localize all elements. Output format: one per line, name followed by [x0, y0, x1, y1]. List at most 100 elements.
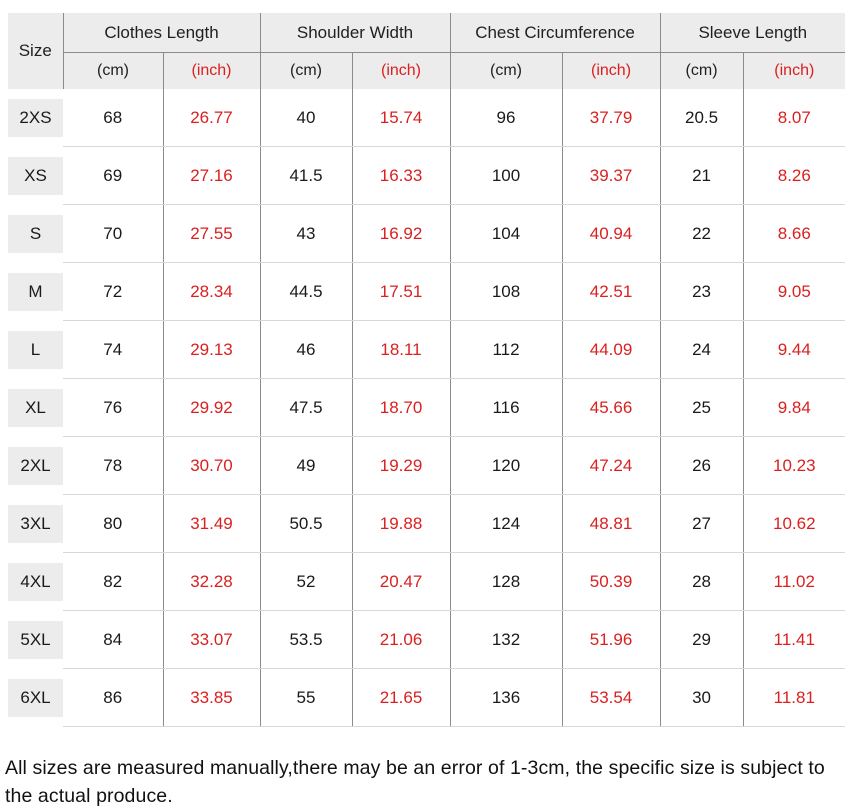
value-cell-cm: 24: [659, 320, 744, 379]
value-cell-inch: 48.81: [561, 494, 661, 553]
value-cell-cm: 74: [63, 320, 163, 379]
value-cell-cm: 124: [449, 494, 563, 553]
size-badge: S: [8, 214, 63, 253]
value-cell-inch: 33.07: [162, 610, 260, 669]
value-cell-cm: 47.5: [259, 378, 352, 437]
value-cell-cm: 116: [449, 378, 563, 437]
value-cell-cm: 27: [659, 494, 744, 553]
value-cell-inch: 30.70: [162, 436, 260, 495]
value-cell-cm: 78: [63, 436, 163, 495]
value-cell-inch: 37.79: [561, 89, 661, 147]
group-header-clothes-length: Clothes Length: [63, 13, 260, 53]
value-cell-inch: 21.06: [351, 610, 451, 669]
value-cell-inch: 27.55: [162, 204, 260, 263]
value-cell-inch: 18.11: [351, 320, 451, 379]
size-badge: 4XL: [8, 562, 63, 601]
size-badge: 6XL: [8, 678, 63, 717]
value-cell-inch: 11.02: [742, 552, 846, 611]
value-cell-inch: 8.66: [742, 204, 846, 263]
size-cell: 5XL: [8, 611, 63, 669]
table-row: 2XS 68 26.77 40 15.74 96 37.79 20.5 8.07: [8, 89, 846, 147]
table-row: L 74 29.13 46 18.11 112 44.09 24 9.44: [8, 320, 846, 379]
value-cell-inch: 31.49: [162, 494, 260, 553]
table-row: XL 76 29.92 47.5 18.70 116 45.66 25 9.84: [8, 378, 846, 437]
value-cell-inch: 42.51: [561, 262, 661, 321]
size-badge: M: [8, 272, 63, 311]
table-body: 2XS 68 26.77 40 15.74 96 37.79 20.5 8.07 XS 69 27.1…: [8, 89, 846, 727]
size-badge: 5XL: [8, 620, 63, 659]
value-cell-inch: 18.70: [351, 378, 451, 437]
value-cell-inch: 11.81: [742, 668, 846, 727]
value-cell-cm: 69: [63, 146, 163, 205]
unit-header-inch: (inch): [561, 52, 661, 89]
size-cell: M: [8, 263, 63, 321]
value-cell-inch: 8.26: [742, 146, 846, 205]
table-row: 4XL 82 32.28 52 20.47 128 50.39 28 11.02: [8, 552, 846, 611]
value-cell-cm: 86: [63, 668, 163, 727]
table-row: M 72 28.34 44.5 17.51 108 42.51 23 9.05: [8, 262, 846, 321]
size-badge: XS: [8, 156, 63, 195]
value-cell-inch: 21.65: [351, 668, 451, 727]
size-badge: 2XS: [8, 98, 63, 137]
value-cell-cm: 76: [63, 378, 163, 437]
unit-header-cm: (cm): [449, 52, 563, 89]
value-cell-inch: 9.44: [742, 320, 846, 379]
value-cell-cm: 82: [63, 552, 163, 611]
value-cell-cm: 28: [659, 552, 744, 611]
size-cell: S: [8, 205, 63, 263]
size-cell: L: [8, 321, 63, 379]
value-cell-cm: 49: [259, 436, 352, 495]
table-row: 3XL 80 31.49 50.5 19.88 124 48.81 27 10.62: [8, 494, 846, 553]
size-cell: 6XL: [8, 669, 63, 727]
value-cell-inch: 28.34: [162, 262, 260, 321]
value-cell-inch: 16.92: [351, 204, 451, 263]
table-row: S 70 27.55 43 16.92 104 40.94 22 8.66: [8, 204, 846, 263]
value-cell-cm: 96: [449, 89, 563, 147]
size-cell: 2XS: [8, 89, 63, 147]
value-cell-inch: 50.39: [561, 552, 661, 611]
size-badge: 2XL: [8, 446, 63, 485]
value-cell-inch: 19.29: [351, 436, 451, 495]
value-cell-cm: 128: [449, 552, 563, 611]
value-cell-inch: 29.92: [162, 378, 260, 437]
size-badge: 3XL: [8, 504, 63, 543]
value-cell-inch: 11.41: [742, 610, 846, 669]
value-cell-inch: 47.24: [561, 436, 661, 495]
value-cell-inch: 10.23: [742, 436, 846, 495]
unit-header-inch: (inch): [742, 52, 846, 89]
group-header-sleeve-length: Sleeve Length: [659, 13, 846, 53]
value-cell-cm: 68: [63, 89, 163, 147]
table-row: 5XL 84 33.07 53.5 21.06 132 51.96 29 11.41: [8, 610, 846, 669]
value-cell-cm: 26: [659, 436, 744, 495]
unit-header-cm: (cm): [63, 52, 163, 89]
value-cell-cm: 40: [259, 89, 352, 147]
value-cell-inch: 45.66: [561, 378, 661, 437]
value-cell-cm: 112: [449, 320, 563, 379]
value-cell-cm: 25: [659, 378, 744, 437]
value-cell-inch: 10.62: [742, 494, 846, 553]
value-cell-cm: 29: [659, 610, 744, 669]
size-badge: XL: [8, 388, 63, 427]
value-cell-inch: 44.09: [561, 320, 661, 379]
table-row: 6XL 86 33.85 55 21.65 136 53.54 30 11.81: [8, 668, 846, 727]
unit-header-inch: (inch): [351, 52, 451, 89]
value-cell-inch: 9.05: [742, 262, 846, 321]
value-cell-cm: 44.5: [259, 262, 352, 321]
value-cell-cm: 80: [63, 494, 163, 553]
value-cell-cm: 136: [449, 668, 563, 727]
value-cell-cm: 41.5: [259, 146, 352, 205]
value-cell-inch: 19.88: [351, 494, 451, 553]
value-cell-cm: 70: [63, 204, 163, 263]
table-header: Size Clothes Length Shoulder Width Chest…: [8, 13, 846, 89]
unit-header-cm: (cm): [259, 52, 352, 89]
value-cell-cm: 55: [259, 668, 352, 727]
value-cell-cm: 120: [449, 436, 563, 495]
value-cell-inch: 26.77: [162, 89, 260, 147]
group-header-chest-circumference: Chest Circumference: [449, 13, 661, 53]
value-cell-inch: 29.13: [162, 320, 260, 379]
value-cell-cm: 46: [259, 320, 352, 379]
value-cell-cm: 84: [63, 610, 163, 669]
value-cell-inch: 51.96: [561, 610, 661, 669]
size-badge: L: [8, 330, 63, 369]
